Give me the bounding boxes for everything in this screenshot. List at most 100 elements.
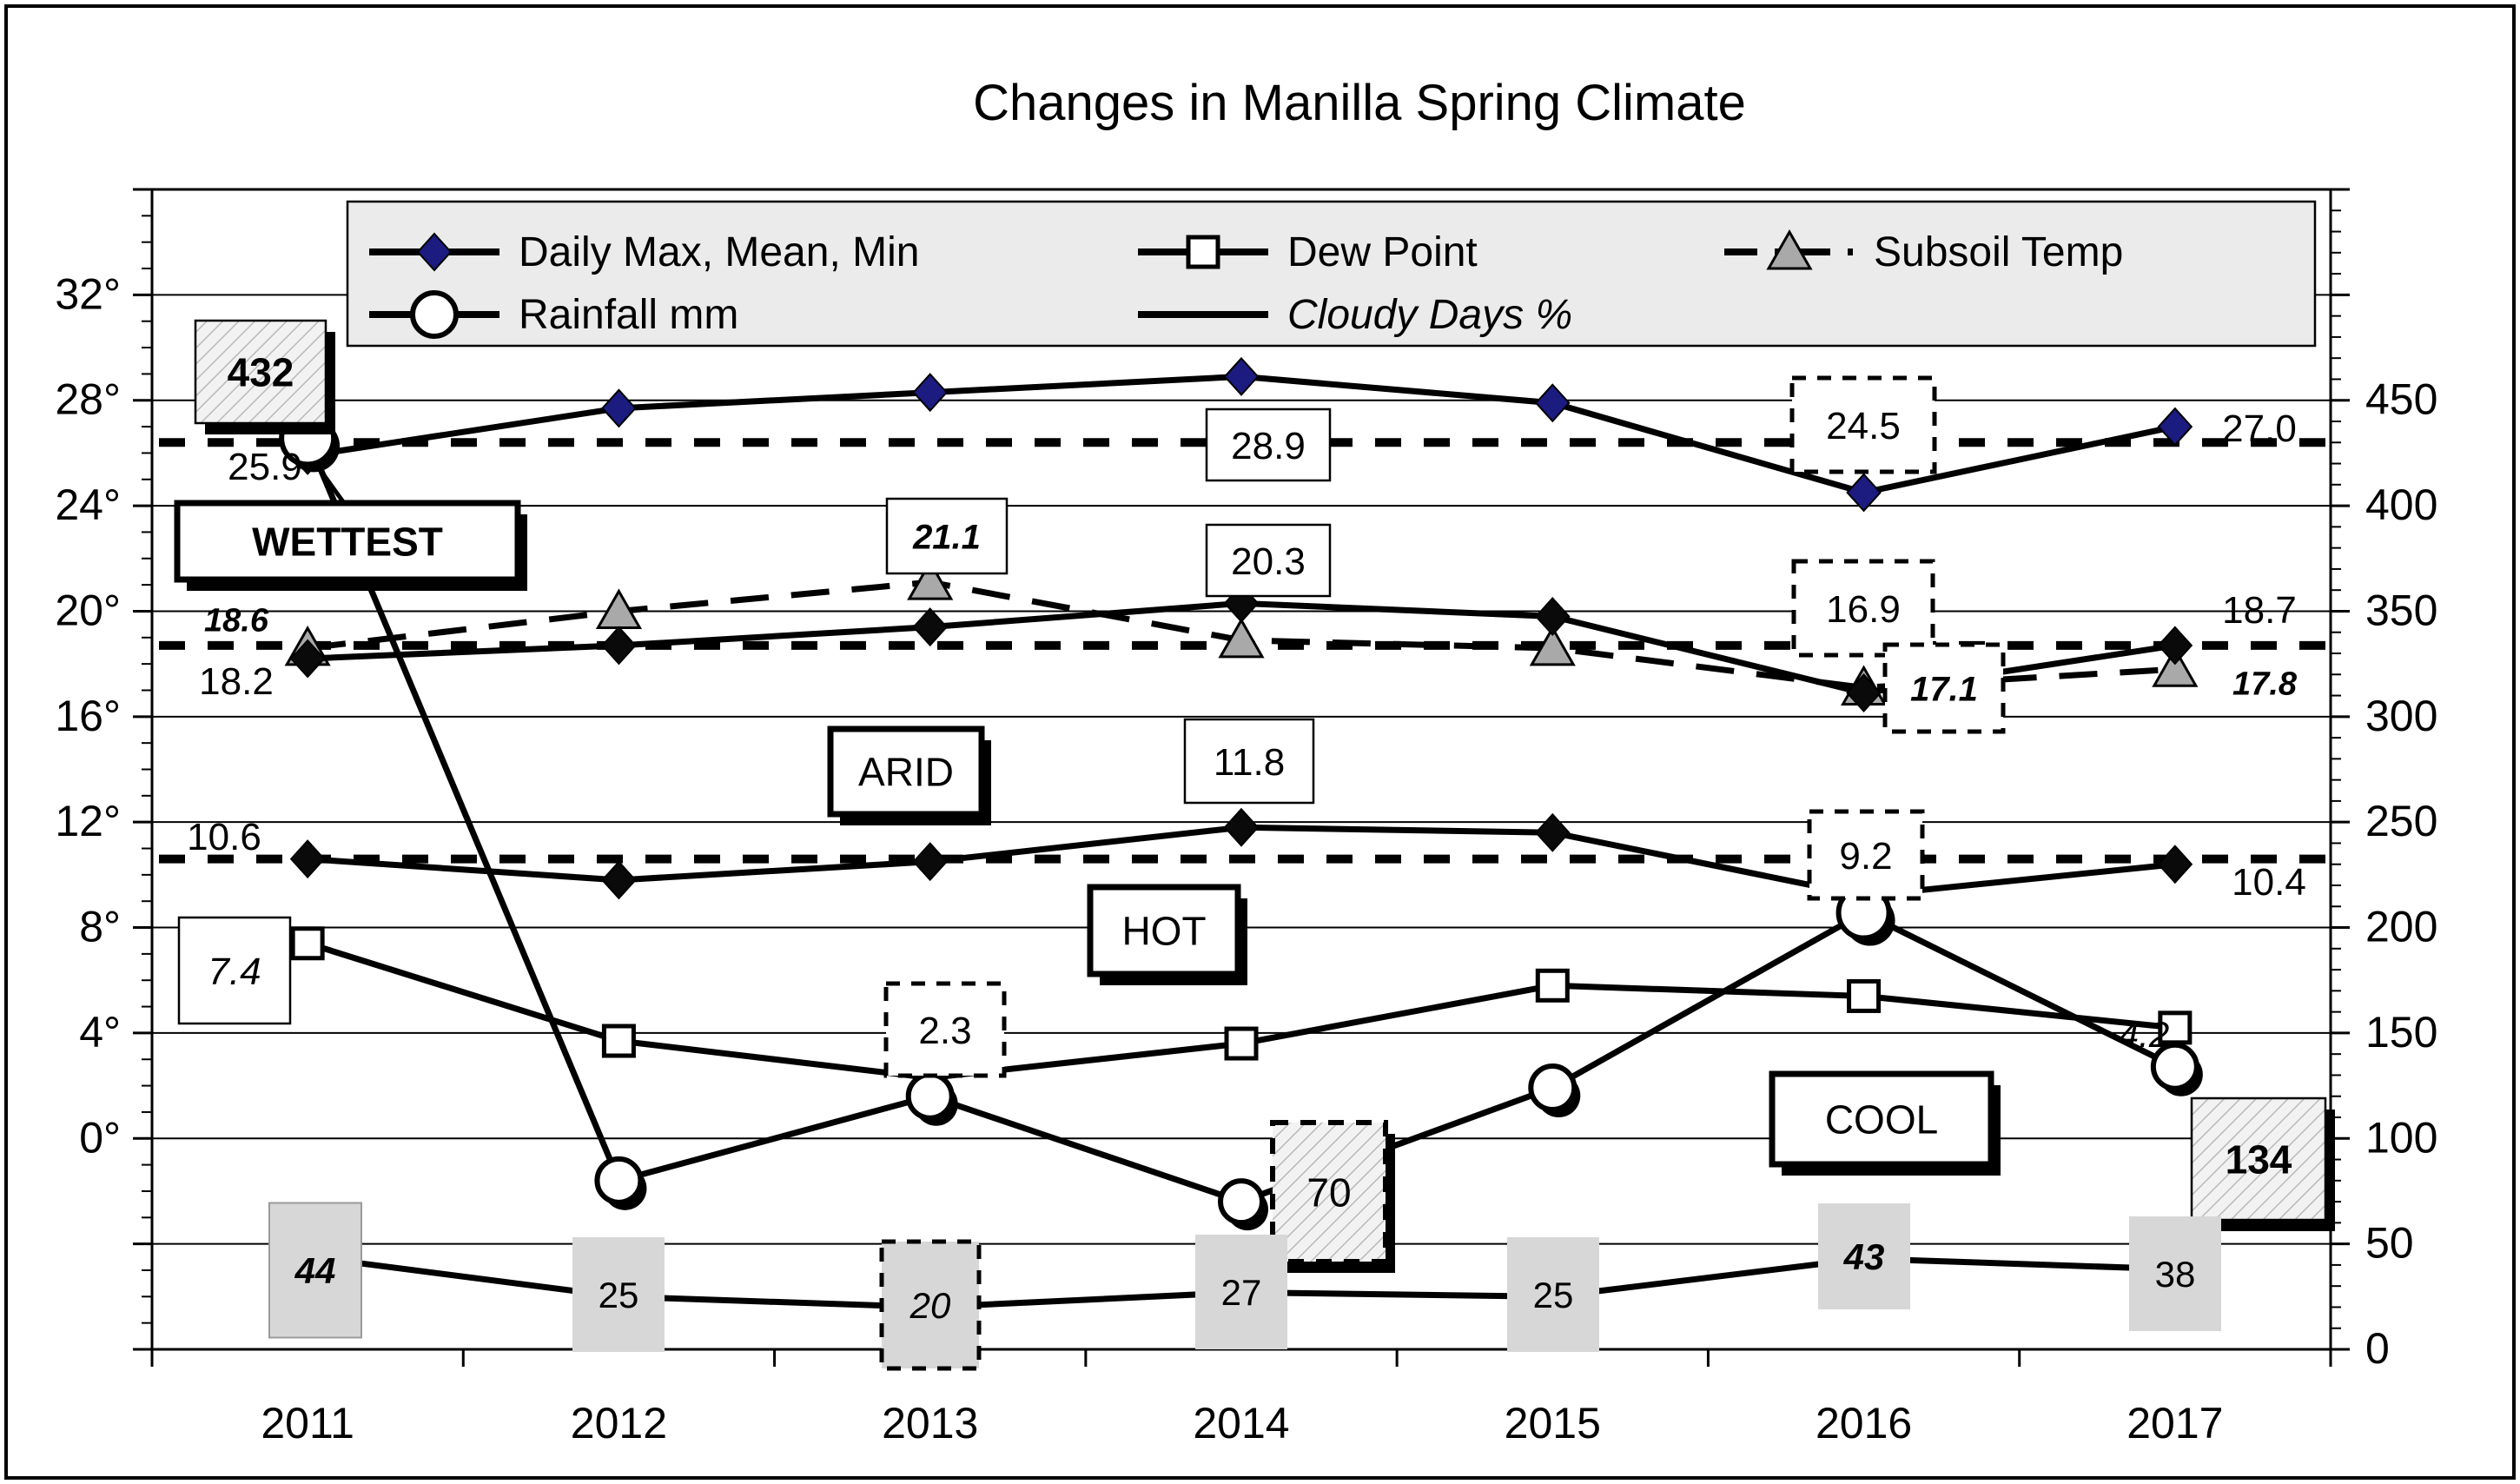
annotation-text: 70: [1306, 1170, 1351, 1216]
annotations: 432 25.9 WETTEST 28.9 20.3 21.1 18.6 18.2 10.6 7.…: [174, 319, 2335, 1371]
annotation-2-3: 2.3: [883, 981, 1007, 1078]
annotation-box: [1087, 884, 1241, 977]
x-axis-label: 2012: [571, 1399, 667, 1448]
x-axis-label: 2013: [882, 1399, 978, 1448]
annotation-box: [177, 916, 292, 1025]
annotation-text: 25.9: [228, 446, 302, 488]
annotation-7-4: 7.4: [177, 916, 292, 1025]
annotation-25-9: 25.9: [228, 446, 302, 488]
legend-label: Dew Point: [1287, 229, 1478, 275]
annotation-cool: COOL: [1769, 1070, 2001, 1176]
triangle-marker: [1529, 625, 1576, 666]
circle-marker: [2150, 1042, 2199, 1091]
square-marker: [1847, 978, 1882, 1013]
circle-marker: [594, 1156, 644, 1205]
right-axis-label: 350: [2365, 586, 2437, 634]
annotation-box: [879, 1239, 982, 1371]
annotation-box: [1882, 642, 2006, 734]
diamond-marker: [2157, 845, 2193, 884]
annotation-11-8: 11.8: [1183, 718, 1315, 805]
annotation-text: 18.7: [2222, 589, 2297, 632]
annotation-box: [174, 500, 521, 583]
annotation-text: 10.4: [2232, 861, 2306, 904]
annotation-box: [194, 319, 327, 425]
annotation-text: 24.5: [1826, 405, 1901, 447]
annotation-text: 134: [2226, 1137, 2292, 1183]
annotation-box: [883, 981, 1007, 1078]
annotation-10-6: 10.6: [187, 816, 261, 858]
chart-outer-border: [4, 4, 2516, 1480]
square-marker: [1535, 968, 1570, 1003]
diamond-marker: [289, 639, 326, 679]
right-axis-label: 50: [2365, 1219, 2414, 1268]
series-dew-point: [290, 926, 2193, 1095]
annotation-28-9: 28.9: [1205, 407, 1332, 482]
annotation-27-0: 27.0: [2222, 407, 2297, 450]
series-rainfall-mm: [279, 409, 2203, 1231]
annotation-text: 7.4: [208, 951, 261, 993]
square-marker: [2158, 1010, 2193, 1045]
triangle-marker: [2152, 646, 2199, 687]
annotation-27: 27: [1195, 1235, 1287, 1349]
annotation-text: 27: [1221, 1272, 1262, 1313]
legend-label: Daily Max, Mean, Min: [519, 229, 919, 275]
annotation-18-2: 18.2: [199, 660, 274, 703]
right-axis-label: 150: [2365, 1008, 2437, 1057]
annotation-17-8: 17.8: [2232, 666, 2298, 703]
annotation-25: 25: [572, 1237, 665, 1352]
legend-label: Subsoil Temp: [1874, 229, 2123, 275]
annotation-70: 70: [1270, 1120, 1395, 1273]
annotation-text: WETTEST: [252, 520, 443, 565]
right-axis-label: 400: [2365, 480, 2437, 529]
annotation-leader: [317, 467, 347, 505]
annotation-text: 17.1: [1910, 670, 1978, 708]
left-axis-label: 12°: [55, 797, 121, 845]
annotation-text: 17.8: [2232, 666, 2298, 703]
annotation-box: [572, 1237, 665, 1352]
legend: Daily Max, Mean, Min Dew Point Subsoil Tem…: [346, 200, 2317, 348]
annotation-wettest: WETTEST: [174, 467, 527, 591]
data-series: [279, 356, 2203, 1310]
annotation-24-5: 24.5: [1789, 375, 1937, 474]
circle-marker: [1218, 1178, 1265, 1226]
left-axis-label: 28°: [55, 375, 121, 424]
annotation-text: 18.6: [204, 603, 269, 639]
annotation-18-6: 18.6: [204, 603, 269, 639]
annotation-text: 38: [2155, 1254, 2196, 1295]
annotation-text: ARID: [858, 750, 954, 795]
legend-item-cloudy-days: Cloudy Days %: [1138, 292, 1572, 338]
annotation-20: 20: [879, 1239, 982, 1371]
right-axis-label: 200: [2365, 903, 2437, 951]
annotation-text: 11.8: [1214, 741, 1285, 784]
annotation-box: [1791, 559, 1935, 658]
diamond-marker: [601, 388, 637, 428]
annotation-44: 44: [268, 1202, 362, 1339]
annotation-text: 44: [294, 1250, 336, 1291]
annotation-134: 134: [2190, 1096, 2335, 1231]
diamond-marker: [1846, 673, 1882, 713]
x-axis-label: 2017: [2126, 1399, 2223, 1448]
triangle-marker: [1218, 617, 1265, 659]
right-axis-label: 0: [2365, 1324, 2390, 1373]
annotation-text: 16.9: [1826, 588, 1901, 631]
diamond-marker: [1534, 597, 1571, 637]
circle-marker: [410, 290, 459, 339]
annotation-text: 43: [1843, 1236, 1885, 1277]
triangle-marker: [1766, 229, 1813, 270]
diamond-marker: [2157, 407, 2193, 447]
right-axis-label: 300: [2365, 692, 2437, 740]
chart-title: Changes in Manilla Spring Climate: [973, 75, 1746, 131]
right-axis-label: 250: [2365, 797, 2437, 845]
left-axis-label: 24°: [55, 480, 121, 529]
annotation-text: COOL: [1825, 1097, 1938, 1143]
annotation-box: [1205, 407, 1332, 482]
annotation-text: 20: [909, 1285, 951, 1326]
annotation-box: [1769, 1070, 1994, 1168]
annotation-box: [1195, 1235, 1287, 1349]
diamond-marker: [2157, 626, 2193, 666]
annotation-box: [1789, 375, 1937, 474]
legend-item-subsoil-temp: Subsoil Temp: [1724, 229, 2123, 275]
x-axis-label: 2011: [261, 1399, 354, 1448]
